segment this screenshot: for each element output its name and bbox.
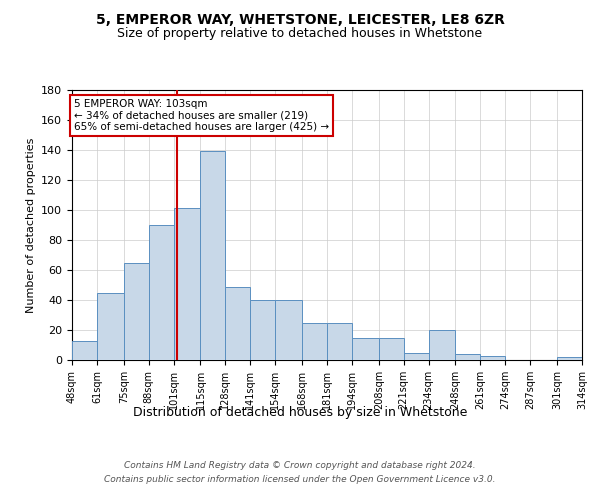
Text: Contains HM Land Registry data © Crown copyright and database right 2024.: Contains HM Land Registry data © Crown c… (124, 460, 476, 469)
Text: Distribution of detached houses by size in Whetstone: Distribution of detached houses by size … (133, 406, 467, 419)
Bar (557, 357, 582, 360)
Bar (379, 338, 404, 360)
Bar (149, 225, 173, 360)
Text: 5 EMPEROR WAY: 103sqm
← 34% of detached houses are smaller (219)
65% of semi-det: 5 EMPEROR WAY: 103sqm ← 34% of detached … (74, 99, 329, 132)
Bar (275, 300, 302, 360)
Bar (404, 352, 428, 360)
Text: Size of property relative to detached houses in Whetstone: Size of property relative to detached ho… (118, 28, 482, 40)
Bar (428, 330, 455, 360)
Bar (481, 356, 505, 360)
Bar (124, 262, 149, 360)
Bar (327, 322, 352, 360)
Bar (226, 286, 250, 360)
Bar (352, 338, 379, 360)
Bar (72, 340, 97, 360)
Y-axis label: Number of detached properties: Number of detached properties (26, 138, 35, 312)
Bar (455, 354, 481, 360)
Bar (200, 152, 226, 360)
Text: Contains public sector information licensed under the Open Government Licence v3: Contains public sector information licen… (104, 476, 496, 484)
Bar (173, 208, 200, 360)
Text: 5, EMPEROR WAY, WHETSTONE, LEICESTER, LE8 6ZR: 5, EMPEROR WAY, WHETSTONE, LEICESTER, LE… (95, 12, 505, 26)
Bar (250, 300, 275, 360)
Bar (97, 292, 124, 360)
Bar (302, 322, 327, 360)
